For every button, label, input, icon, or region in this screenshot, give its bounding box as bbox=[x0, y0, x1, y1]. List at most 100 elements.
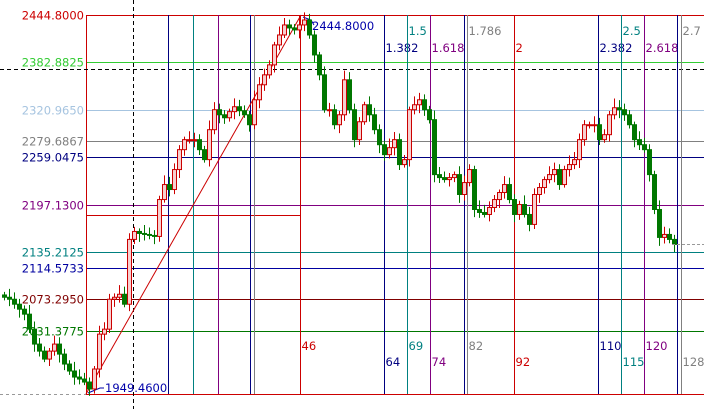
candle-body bbox=[442, 177, 447, 181]
candle-down bbox=[457, 166, 462, 203]
candle-body bbox=[127, 238, 132, 305]
candle-body bbox=[67, 363, 72, 372]
candle-body bbox=[587, 124, 592, 127]
candle-body bbox=[532, 193, 537, 225]
candle-down bbox=[507, 177, 512, 204]
candle-body bbox=[292, 27, 297, 31]
candle-body bbox=[187, 139, 192, 142]
candle-body bbox=[297, 24, 302, 31]
candle-body bbox=[202, 149, 207, 161]
candle-body bbox=[37, 343, 42, 352]
candle-down bbox=[667, 228, 672, 244]
candle-body bbox=[372, 114, 377, 131]
candle-up bbox=[127, 233, 132, 312]
candle-down bbox=[512, 194, 517, 223]
fib-time-bar-label: 120 bbox=[646, 339, 668, 353]
candle-body bbox=[662, 233, 667, 238]
candle-up bbox=[207, 120, 212, 167]
candle-body bbox=[122, 293, 127, 305]
candle-up bbox=[117, 285, 122, 303]
candle-up bbox=[112, 293, 117, 307]
candle-up bbox=[502, 176, 507, 199]
candle-up bbox=[547, 166, 552, 184]
candle-up bbox=[337, 110, 342, 134]
candle-down bbox=[432, 110, 437, 183]
candle-body bbox=[147, 233, 152, 236]
candle-down bbox=[222, 110, 227, 124]
candle-down bbox=[122, 286, 127, 308]
candle-body bbox=[472, 169, 477, 210]
fib-time-ratio-label: 2.7 bbox=[683, 24, 701, 38]
candle-body bbox=[387, 147, 392, 156]
candle-up bbox=[297, 15, 302, 39]
candle-up bbox=[412, 96, 417, 115]
candle-body bbox=[377, 129, 382, 146]
candle-body bbox=[227, 111, 232, 119]
candle-body bbox=[22, 308, 27, 315]
candle-body bbox=[397, 139, 402, 166]
candle-down bbox=[627, 110, 632, 129]
candle-body bbox=[172, 169, 177, 191]
candle-body bbox=[137, 230, 142, 234]
candle-down bbox=[202, 145, 207, 163]
candle-body bbox=[392, 139, 397, 149]
candle-body bbox=[87, 381, 92, 390]
candle-down bbox=[42, 346, 47, 363]
swing-low-label: 1949.4600 bbox=[105, 381, 167, 395]
candle-up bbox=[462, 175, 467, 201]
candle-body bbox=[602, 134, 607, 141]
candle-down bbox=[622, 103, 627, 121]
candle-body bbox=[132, 230, 137, 240]
candle-up bbox=[492, 194, 497, 213]
candle-body bbox=[317, 54, 322, 76]
candle-down bbox=[397, 133, 402, 170]
candle-down bbox=[242, 105, 247, 118]
candle-up bbox=[272, 41, 277, 73]
candle-body bbox=[327, 109, 332, 112]
candle-up bbox=[447, 172, 452, 187]
candle-body bbox=[647, 149, 652, 176]
candle-body bbox=[657, 208, 662, 238]
fib-time-bar-label: 46 bbox=[302, 339, 317, 353]
fib-time-ratio-label: 2.5 bbox=[623, 24, 641, 38]
candle-body bbox=[572, 159, 577, 166]
candle-down bbox=[347, 72, 352, 114]
candle-body bbox=[32, 328, 37, 345]
fib-time-bar-label: 110 bbox=[600, 339, 622, 353]
candle-body bbox=[352, 109, 357, 141]
candle-body bbox=[527, 213, 532, 225]
candle-body bbox=[507, 184, 512, 201]
fib-level-label: 2031.3775 bbox=[22, 325, 84, 339]
candle-body bbox=[477, 208, 482, 213]
candle-down bbox=[32, 321, 37, 352]
candle-up bbox=[612, 98, 617, 120]
candle-body bbox=[422, 99, 427, 111]
candle-up bbox=[362, 101, 367, 125]
candle-down bbox=[617, 100, 622, 119]
candle-body bbox=[332, 109, 337, 126]
candle-body bbox=[152, 234, 157, 237]
candle-body bbox=[197, 139, 202, 151]
candle-body bbox=[167, 184, 172, 191]
candle-up bbox=[487, 201, 492, 222]
fib-level-label: 2320.9650 bbox=[22, 104, 84, 118]
candle-up bbox=[532, 188, 537, 230]
candle-body bbox=[417, 99, 422, 106]
candle-down bbox=[147, 227, 152, 240]
candle-body bbox=[247, 114, 252, 126]
candle-down bbox=[312, 30, 317, 63]
candle-down bbox=[382, 140, 387, 161]
candle-body bbox=[342, 79, 347, 116]
candle-down bbox=[672, 234, 677, 253]
candle-body bbox=[42, 350, 47, 360]
candle-up bbox=[552, 162, 557, 183]
candle-body bbox=[237, 106, 242, 112]
candle-body bbox=[487, 207, 492, 215]
candle-up bbox=[52, 335, 57, 356]
candle-down bbox=[352, 103, 357, 148]
fib-level-label: 2114.5733 bbox=[22, 262, 84, 276]
candle-body bbox=[467, 169, 472, 184]
candle-body bbox=[582, 124, 587, 141]
